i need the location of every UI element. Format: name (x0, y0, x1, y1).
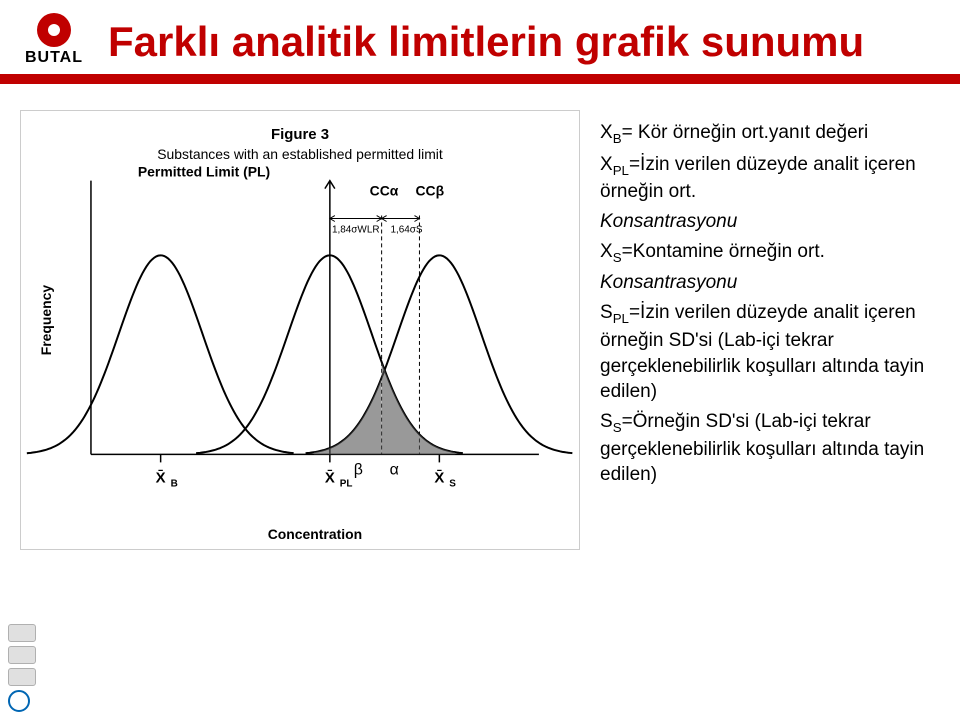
svg-text:X̄: X̄ (434, 469, 444, 487)
y-axis-label: Frequency (38, 285, 54, 356)
svg-text:X̄: X̄ (156, 469, 166, 487)
span-arrows (330, 216, 420, 222)
title-underline (0, 74, 960, 84)
cert-badge (8, 646, 36, 664)
legend-xb: XB= Kör örneğin ort.yanıt değeri (600, 120, 940, 148)
cc-beta-label: CCβ (415, 183, 444, 199)
cc-alpha-label: CCα (370, 183, 399, 199)
tuv-icon (8, 690, 30, 712)
alpha-label: α (390, 461, 399, 478)
x-axis-label: Concentration (268, 526, 362, 542)
cert-badge (8, 668, 36, 686)
figure-panel: Figure 3 Substances with an established … (20, 110, 580, 550)
pl-label: Permitted Limit (PL) (138, 164, 270, 180)
svg-text:S: S (449, 478, 456, 489)
legend-xs-k: Konsantrasyonu (600, 270, 940, 296)
cert-badge (8, 624, 36, 642)
legend-xs: XS=Kontamine örneğin ort. (600, 239, 940, 267)
legend-spl: SPL=İzin verilen düzeyde analit içeren ö… (600, 300, 940, 405)
figure-subcaption: Substances with an established permitted… (157, 146, 443, 162)
legend-xpl-k: Konsantrasyonu (600, 209, 940, 235)
figure-svg: Figure 3 Substances with an established … (21, 111, 579, 549)
span-label-left: 1,84σWLR (332, 224, 380, 235)
svg-text:X̄: X̄ (325, 469, 335, 487)
figure-caption: Figure 3 (271, 126, 329, 143)
page-title: Farklı analitik limitlerin grafik sunumu (108, 18, 864, 66)
gaussian-group (27, 255, 573, 453)
beta-label: β (354, 461, 363, 478)
cert-badges (8, 624, 48, 686)
alpha-region (382, 362, 456, 454)
svg-text:B: B (171, 478, 178, 489)
legend-ss: SS=Örneğin SD'si (Lab-içi tekrar gerçekl… (600, 409, 940, 488)
logo-mark (37, 13, 71, 47)
span-label-right: 1,64σS (390, 224, 422, 235)
legend-xpl: XPL=İzin verilen düzeyde analit içeren ö… (600, 152, 940, 205)
legend-panel: XB= Kör örneğin ort.yanıt değeri XPL=İzi… (600, 120, 940, 492)
mean-ticks: X̄ B X̄ PL X̄ S (156, 454, 457, 489)
svg-text:PL: PL (340, 478, 353, 489)
beta-region (314, 379, 382, 454)
logo-text: BUTAL (25, 49, 83, 67)
brand-logo: BUTAL (8, 6, 100, 74)
